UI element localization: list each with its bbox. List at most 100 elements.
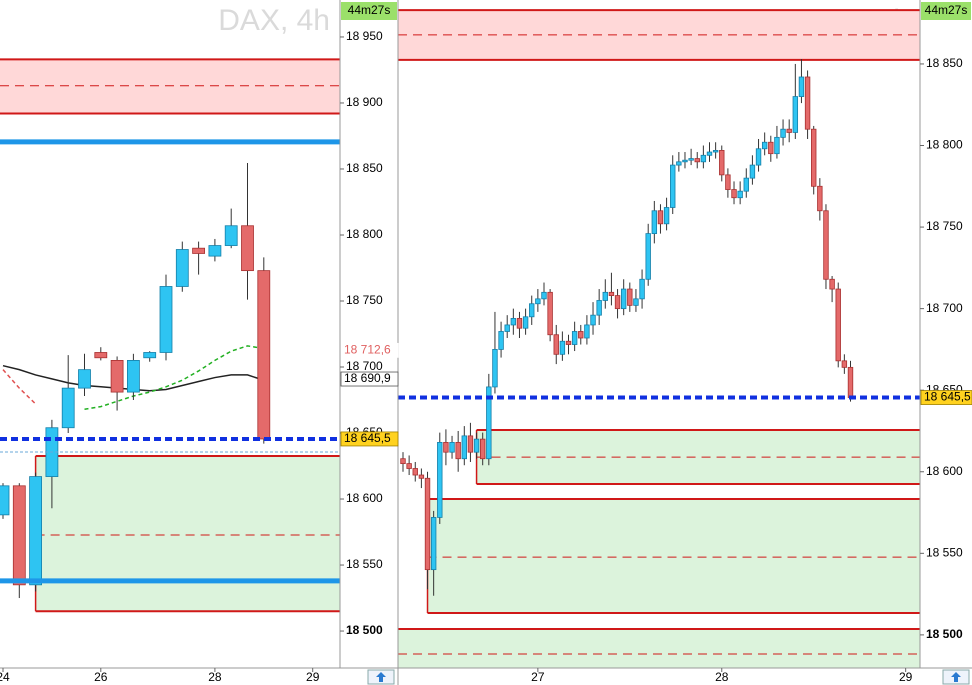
candle-body <box>835 288 841 362</box>
y-tick-label: 18 850 <box>926 56 963 70</box>
timer: 44m27s <box>925 3 968 17</box>
candle-body <box>192 247 206 254</box>
candle-body <box>127 360 140 393</box>
candle-body <box>143 352 157 359</box>
candle-body <box>651 210 658 234</box>
zone <box>427 499 920 614</box>
candle-body <box>12 485 26 586</box>
y-tick-label: 18 750 <box>926 219 963 233</box>
candle-body <box>590 314 596 326</box>
y-tick-label: 18 550 <box>926 545 963 559</box>
candle-body <box>774 136 780 155</box>
plot-right: DAX, 1h <box>398 4 920 668</box>
candle-body <box>455 441 461 460</box>
candle-body <box>743 177 749 192</box>
zone <box>0 59 340 114</box>
candle-body <box>608 291 615 296</box>
candle-body <box>737 190 743 199</box>
candle-body <box>400 458 406 465</box>
candle-body <box>694 158 700 163</box>
candle-body <box>257 270 271 440</box>
indicator-line <box>2 369 37 405</box>
candle-body <box>706 151 713 156</box>
candle-body <box>584 324 590 339</box>
candle-body <box>755 148 762 166</box>
candle-body <box>443 441 449 453</box>
y-tick-label: 18 700 <box>346 359 383 373</box>
zone <box>476 429 920 484</box>
candle-body <box>529 303 535 318</box>
candle-body <box>627 288 633 306</box>
candle-body <box>241 225 254 272</box>
x-tick-label: 29 <box>899 670 913 684</box>
candle-body <box>522 316 529 329</box>
indicator-line <box>84 345 264 410</box>
candle-body <box>847 366 854 398</box>
candle-body <box>657 210 664 225</box>
y-tick-label: 18 600 <box>346 491 383 505</box>
candle-body <box>596 300 602 316</box>
candle-body <box>479 438 486 460</box>
y-tick-label: 18 700 <box>926 301 963 315</box>
x-tick-label: 28 <box>715 670 729 684</box>
candle-body <box>541 291 547 300</box>
timer-box <box>341 2 397 20</box>
candle-body <box>492 349 498 388</box>
scroll-button[interactable] <box>942 669 970 685</box>
plot-left: DAX, 4h <box>0 4 340 613</box>
price-tag <box>340 371 399 387</box>
candle-body <box>688 158 694 161</box>
price-tag <box>920 390 972 405</box>
y-tick-label: 18 750 <box>346 293 383 307</box>
candle-body <box>224 225 238 246</box>
candle-body <box>792 96 799 133</box>
zone <box>398 629 920 668</box>
candle-body <box>639 278 645 300</box>
candle-body <box>682 159 688 163</box>
candle-body <box>768 141 774 155</box>
scroll-button[interactable] <box>367 669 395 685</box>
candle-body <box>412 468 418 476</box>
candle-body <box>510 318 517 326</box>
candle-body <box>94 352 108 359</box>
zone <box>35 455 340 612</box>
candle-body <box>565 340 572 345</box>
candle-body <box>811 128 817 187</box>
candle-body <box>159 286 173 353</box>
x-tick-label: 28 <box>208 670 222 684</box>
candle-body <box>29 476 43 586</box>
candle-body <box>798 76 805 97</box>
candle-body <box>449 441 455 453</box>
candle-body <box>614 295 621 310</box>
candle-body <box>804 76 811 130</box>
candle-body <box>571 331 578 345</box>
candle-body <box>676 161 682 166</box>
candle-body <box>578 331 584 339</box>
candle-body <box>406 463 412 469</box>
candle-body <box>633 298 639 306</box>
candle-body <box>175 249 189 287</box>
candle-body <box>841 360 848 368</box>
candle-body <box>780 128 786 138</box>
candle-body <box>424 477 431 571</box>
y-tick-label: 18 900 <box>346 95 383 109</box>
candle-body <box>602 291 608 301</box>
price-tag-label: 18 645,5 <box>924 390 971 404</box>
y-tick-label: 18 850 <box>346 161 383 175</box>
price-tag-label: 18 712,6 <box>344 343 391 357</box>
x-tick-label: 27 <box>531 670 545 684</box>
candle-body <box>61 387 75 429</box>
candle-body <box>504 324 510 332</box>
timer: 44m27s <box>348 3 391 17</box>
candle-body <box>712 150 719 153</box>
y-tick-label: 18 500 <box>926 627 963 641</box>
candle-body <box>461 435 467 460</box>
candle-body <box>208 245 222 257</box>
chart-title: DAX, 4h <box>218 4 330 37</box>
y-tick-label: 18 550 <box>346 557 383 571</box>
candle-body <box>670 164 676 208</box>
price-tag <box>340 342 399 358</box>
candle-body <box>78 369 91 389</box>
